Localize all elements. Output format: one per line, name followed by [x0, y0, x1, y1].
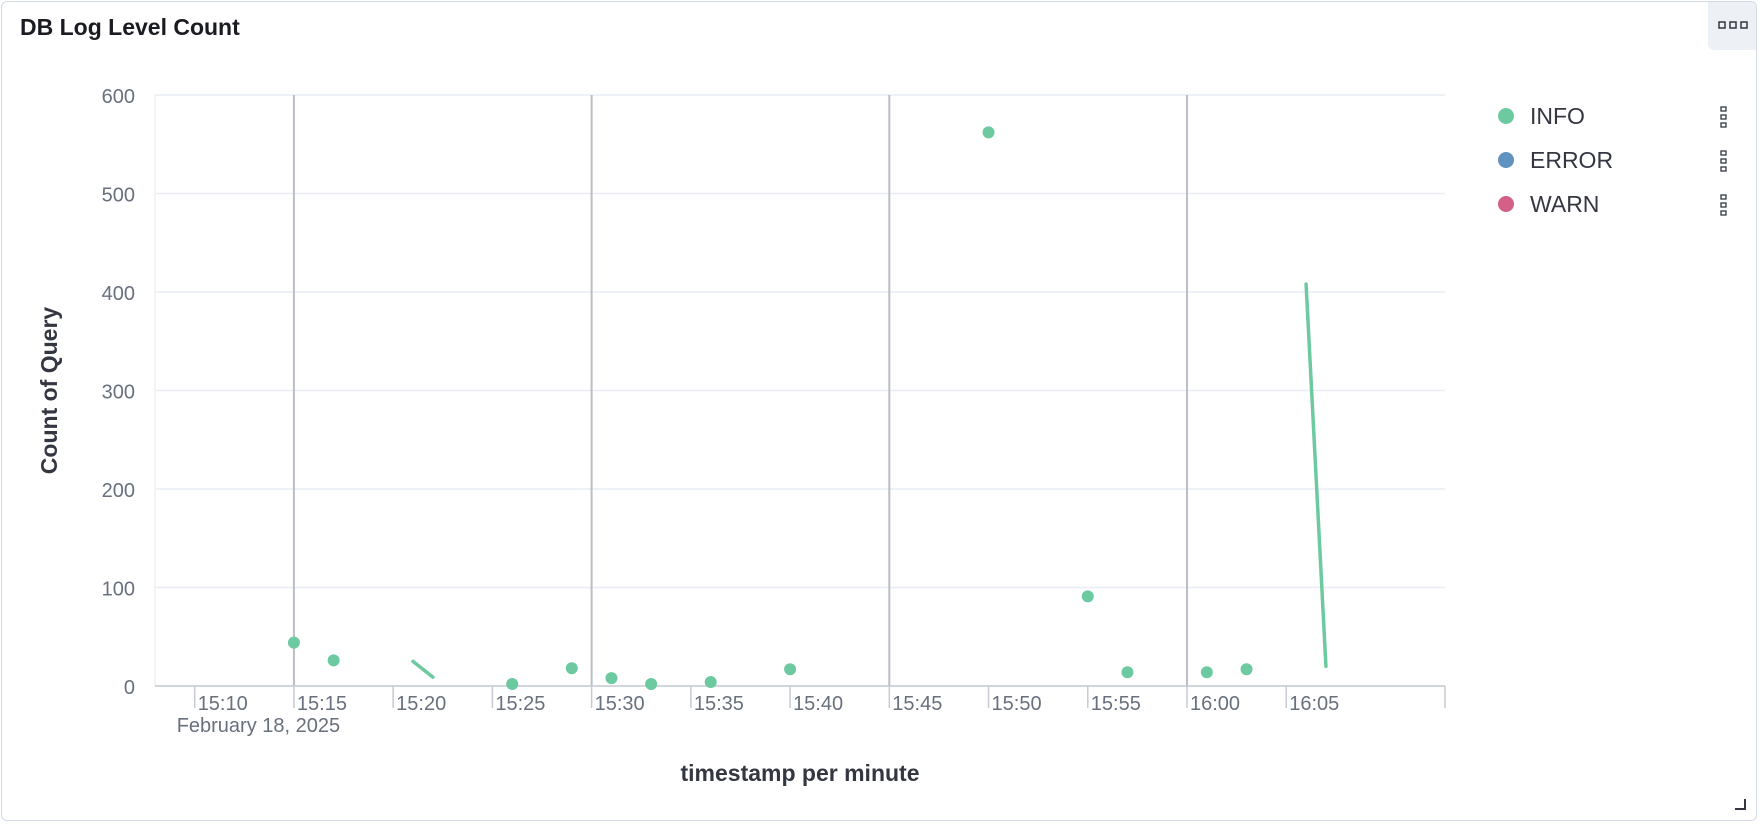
y-tick-label: 300: [102, 382, 135, 404]
legend-item-error[interactable]: ERROR: [1490, 138, 1730, 182]
x-axis-title: timestamp per minute: [681, 760, 920, 786]
y-tick-label: 600: [102, 86, 135, 108]
x-tick-label: 15:45: [892, 693, 942, 715]
x-tick-label: 15:50: [992, 693, 1042, 715]
y-tick-label: 100: [102, 579, 135, 601]
x-tick-label: 15:25: [495, 693, 545, 715]
x-tick-label: 15:35: [694, 693, 744, 715]
legend-label-info: INFO: [1530, 102, 1585, 129]
series-line-info: [1304, 282, 1328, 669]
legend-item-warn[interactable]: WARN: [1490, 182, 1730, 226]
x-tick-label: 16:00: [1190, 693, 1240, 715]
x-tick-label: 15:20: [396, 693, 446, 715]
chart-legend: INFO ERROR WARN: [1490, 94, 1730, 226]
x-tick-label: 15:10: [198, 693, 248, 715]
x-tick-label: 15:30: [595, 693, 645, 715]
series-line-info: [411, 659, 435, 679]
data-point-info: [1081, 590, 1094, 603]
legend-actions-icon[interactable]: [1718, 194, 1730, 216]
data-point-info: [704, 676, 717, 689]
y-axis-title: Count of Query: [36, 307, 62, 475]
data-point-info: [982, 126, 995, 139]
data-point-info: [645, 678, 658, 691]
legend-actions-icon[interactable]: [1718, 150, 1730, 172]
x-tick-label: 15:55: [1091, 693, 1141, 715]
resize-handle-icon[interactable]: [1734, 798, 1746, 810]
legend-swatch-info: [1498, 108, 1514, 124]
y-tick-label: 200: [102, 480, 135, 502]
data-point-info: [1121, 666, 1134, 679]
x-date-label: February 18, 2025: [177, 715, 340, 737]
legend-swatch-error: [1498, 152, 1514, 168]
panel-options-button[interactable]: [1708, 2, 1756, 50]
data-point-info: [327, 654, 340, 667]
legend-label-error: ERROR: [1530, 146, 1614, 173]
legend-swatch-warn: [1498, 196, 1514, 212]
options-icon: [1718, 21, 1748, 29]
panel-title: DB Log Level Count: [20, 14, 240, 40]
y-tick-label: 0: [124, 677, 135, 699]
data-point-info: [605, 672, 618, 685]
x-tick-label: 16:05: [1289, 693, 1339, 715]
y-tick-label: 400: [102, 283, 135, 305]
data-point-info: [565, 662, 578, 675]
data-point-info: [1200, 666, 1213, 679]
legend-actions-icon[interactable]: [1718, 106, 1730, 128]
legend-label-warn: WARN: [1530, 190, 1600, 217]
data-point-info: [506, 678, 519, 691]
data-point-info: [1240, 663, 1253, 676]
x-tick-label: 15:15: [297, 693, 347, 715]
legend-item-info[interactable]: INFO: [1490, 94, 1730, 138]
y-tick-label: 500: [102, 185, 135, 207]
data-point-info: [784, 663, 797, 676]
x-tick-label: 15:40: [793, 693, 843, 715]
data-point-info: [287, 636, 300, 649]
